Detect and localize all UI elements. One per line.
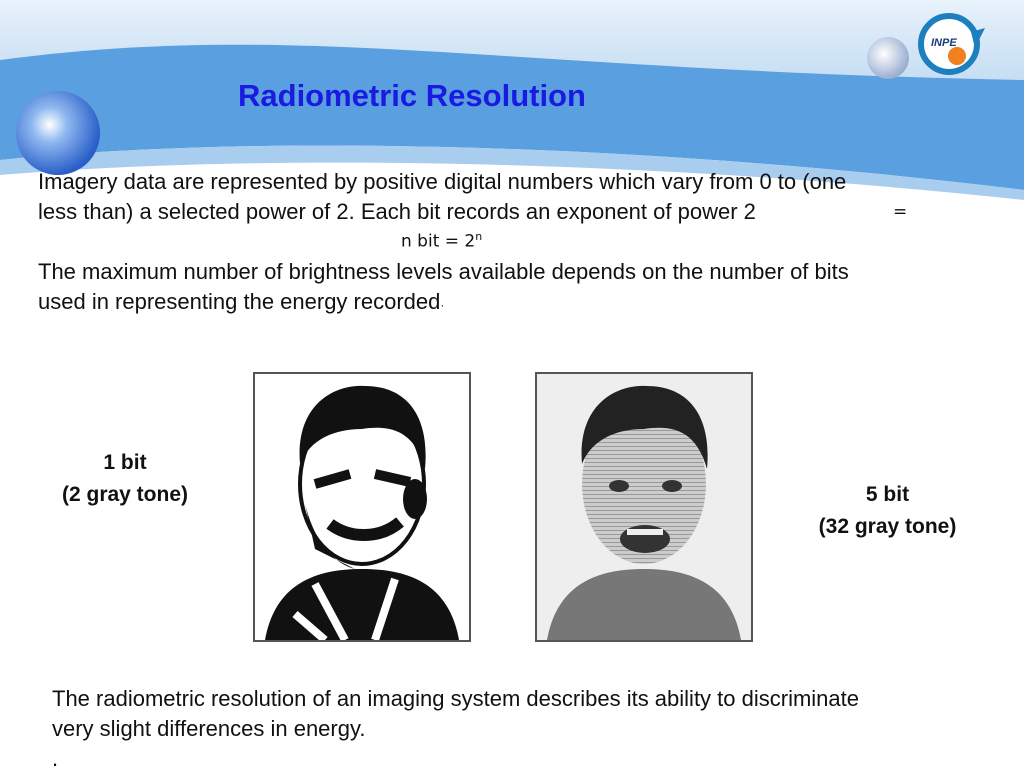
paragraph-2-line-2: used in representing the energy recorded (38, 289, 441, 314)
paragraph-2-end: · (440, 298, 445, 312)
paragraph-2: The maximum number of brightness levels … (38, 257, 998, 320)
paragraph-1: Imagery data are represented by positive… (38, 167, 998, 227)
slide-title: Radiometric Resolution (238, 78, 586, 113)
label-1-bit-line-1: 1 bit (103, 451, 147, 474)
paragraph-1-line-2: less than) a selected power of 2. Each b… (38, 199, 756, 224)
svg-text:INPE: INPE (931, 37, 957, 49)
header-background (0, 0, 1024, 230)
formula: n bit = 2n (401, 230, 482, 252)
label-1-bit: 1 bit (2 gray tone) (40, 447, 210, 511)
label-5-bit-line-1: 5 bit (865, 483, 910, 506)
paragraph-1-line-1: Imagery data are represented by positive… (38, 169, 847, 194)
formula-base: n bit = 2 (401, 231, 476, 252)
label-1-bit-line-2: (2 gray tone) (61, 483, 189, 506)
formula-exponent: n (475, 230, 483, 243)
label-5-bit: 5 bit (32 gray tone) (795, 479, 980, 543)
inpe-logo: INPE (913, 8, 991, 78)
label-5-bit-line-2: (32 gray tone) (818, 515, 957, 538)
bottom-line-3: . (52, 746, 59, 771)
photo-1-bit-boy (253, 372, 471, 644)
equals-sign: = (893, 202, 908, 222)
decorative-orb (16, 91, 100, 175)
bottom-line-2: very slight differences in energy. (52, 716, 366, 741)
paragraph-2-line-1: The maximum number of brightness levels … (38, 259, 849, 284)
bottom-line-1: The radiometric resolution of an imaging… (52, 686, 859, 711)
decorative-orb-small (867, 37, 909, 79)
bottom-paragraph: The radiometric resolution of an imaging… (52, 684, 1002, 774)
photo-5-bit-boy (535, 372, 753, 642)
